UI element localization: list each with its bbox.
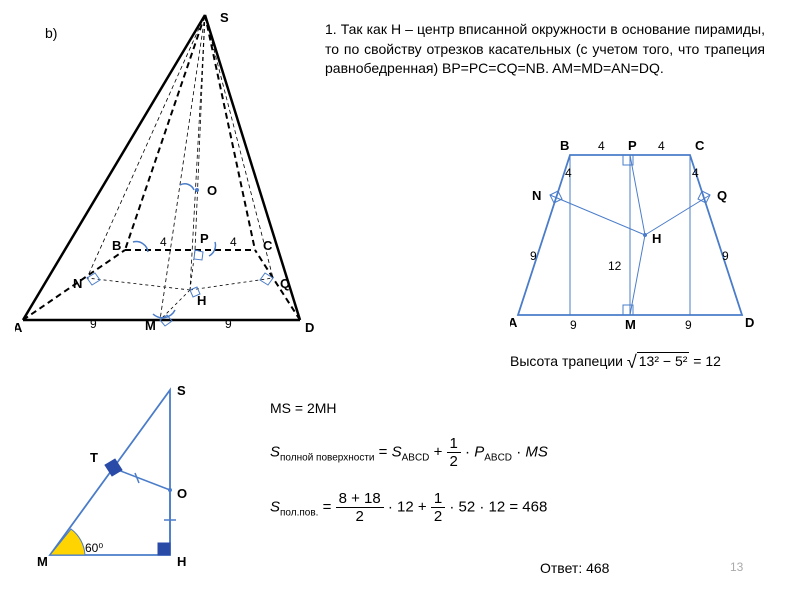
pyramid-diagram: S A B C D N Q P M H O 4 4 9 9 [15, 10, 325, 340]
f1-eq: = [379, 443, 392, 460]
svg-text:9: 9 [225, 317, 232, 331]
svg-text:P: P [628, 138, 637, 153]
half-fraction-2: 12 [431, 490, 445, 525]
f2-result: 468 [522, 498, 547, 515]
ms-equation: MS = 2MH [270, 400, 337, 416]
f1-P-sub: ABCD [484, 452, 512, 463]
svg-text:4: 4 [160, 235, 167, 249]
triangle-diagram: S T O M H 60⁰ [35, 380, 235, 575]
f2-rest: · 52 · 12 = [449, 498, 522, 515]
svg-text:A: A [15, 320, 23, 335]
surface-area-formula: Sполной поверхности = SABCD + 12 · PABCD… [270, 435, 548, 470]
svg-text:S: S [177, 383, 186, 398]
area-fraction: 8 + 182 [336, 490, 384, 525]
height-result: = 12 [693, 353, 721, 369]
svg-text:12: 12 [608, 259, 622, 273]
svg-text:4: 4 [658, 139, 665, 153]
svg-text:4: 4 [692, 166, 699, 180]
half-fraction: 12 [447, 435, 461, 470]
svg-text:P: P [200, 231, 209, 246]
page-number: 13 [730, 560, 743, 574]
f1-sub: полной поверхности [280, 452, 374, 463]
f1-dot2: · [516, 443, 525, 460]
radicand: 13² − 5² [637, 352, 690, 369]
svg-text:9: 9 [570, 318, 577, 332]
svg-text:M: M [37, 554, 48, 569]
f2-eq: = [323, 498, 336, 515]
f1-SA-sub: ABCD [402, 452, 430, 463]
svg-text:M: M [145, 318, 156, 333]
svg-text:D: D [745, 315, 754, 330]
svg-text:B: B [560, 138, 569, 153]
svg-text:N: N [73, 276, 82, 291]
trapezoid-diagram: B P C N Q H A M D 4 4 4 4 9 9 12 9 9 [510, 135, 760, 340]
solution-paragraph: 1. Так как H – центр вписанной окружност… [325, 20, 765, 79]
height-prefix: Высота трапеции [510, 353, 623, 369]
svg-text:O: O [177, 486, 187, 501]
svg-text:9: 9 [90, 317, 97, 331]
surface-area-calc: Sпол.пов. = 8 + 182 · 12 + 12 · 52 · 12 … [270, 490, 547, 525]
svg-text:H: H [197, 293, 206, 308]
svg-text:H: H [652, 231, 661, 246]
f2-times12: · 12 + [388, 498, 431, 515]
svg-text:H: H [177, 554, 186, 569]
answer-label: Ответ: 468 [540, 560, 609, 576]
f1-P: P [474, 443, 484, 460]
svg-text:M: M [625, 317, 636, 332]
svg-text:9: 9 [530, 249, 537, 263]
svg-text:O: O [207, 183, 217, 198]
svg-text:9: 9 [685, 318, 692, 332]
f1-SA: S [392, 443, 402, 460]
trapezoid-height-formula: Высота трапеции √13² − 5² = 12 [510, 350, 721, 371]
sqrt-icon: √ [627, 352, 637, 372]
svg-text:Q: Q [280, 276, 290, 291]
svg-text:T: T [90, 450, 98, 465]
f2-sub: пол.пов. [280, 507, 318, 518]
svg-text:4: 4 [230, 235, 237, 249]
svg-text:C: C [695, 138, 705, 153]
svg-text:Q: Q [717, 188, 727, 203]
svg-text:B: B [112, 238, 121, 253]
f1-S: S [270, 443, 280, 460]
f1-MS: MS [525, 443, 548, 460]
svg-text:60⁰: 60⁰ [85, 541, 103, 555]
f1-plus: + [434, 443, 447, 460]
svg-text:4: 4 [598, 139, 605, 153]
f2-S: S [270, 498, 280, 515]
f1-dot1: · [465, 443, 474, 460]
svg-text:C: C [263, 238, 273, 253]
svg-text:4: 4 [565, 166, 572, 180]
svg-text:N: N [532, 188, 541, 203]
svg-text:A: A [510, 315, 518, 330]
svg-text:9: 9 [722, 249, 729, 263]
svg-text:S: S [220, 10, 229, 25]
svg-text:D: D [305, 320, 314, 335]
